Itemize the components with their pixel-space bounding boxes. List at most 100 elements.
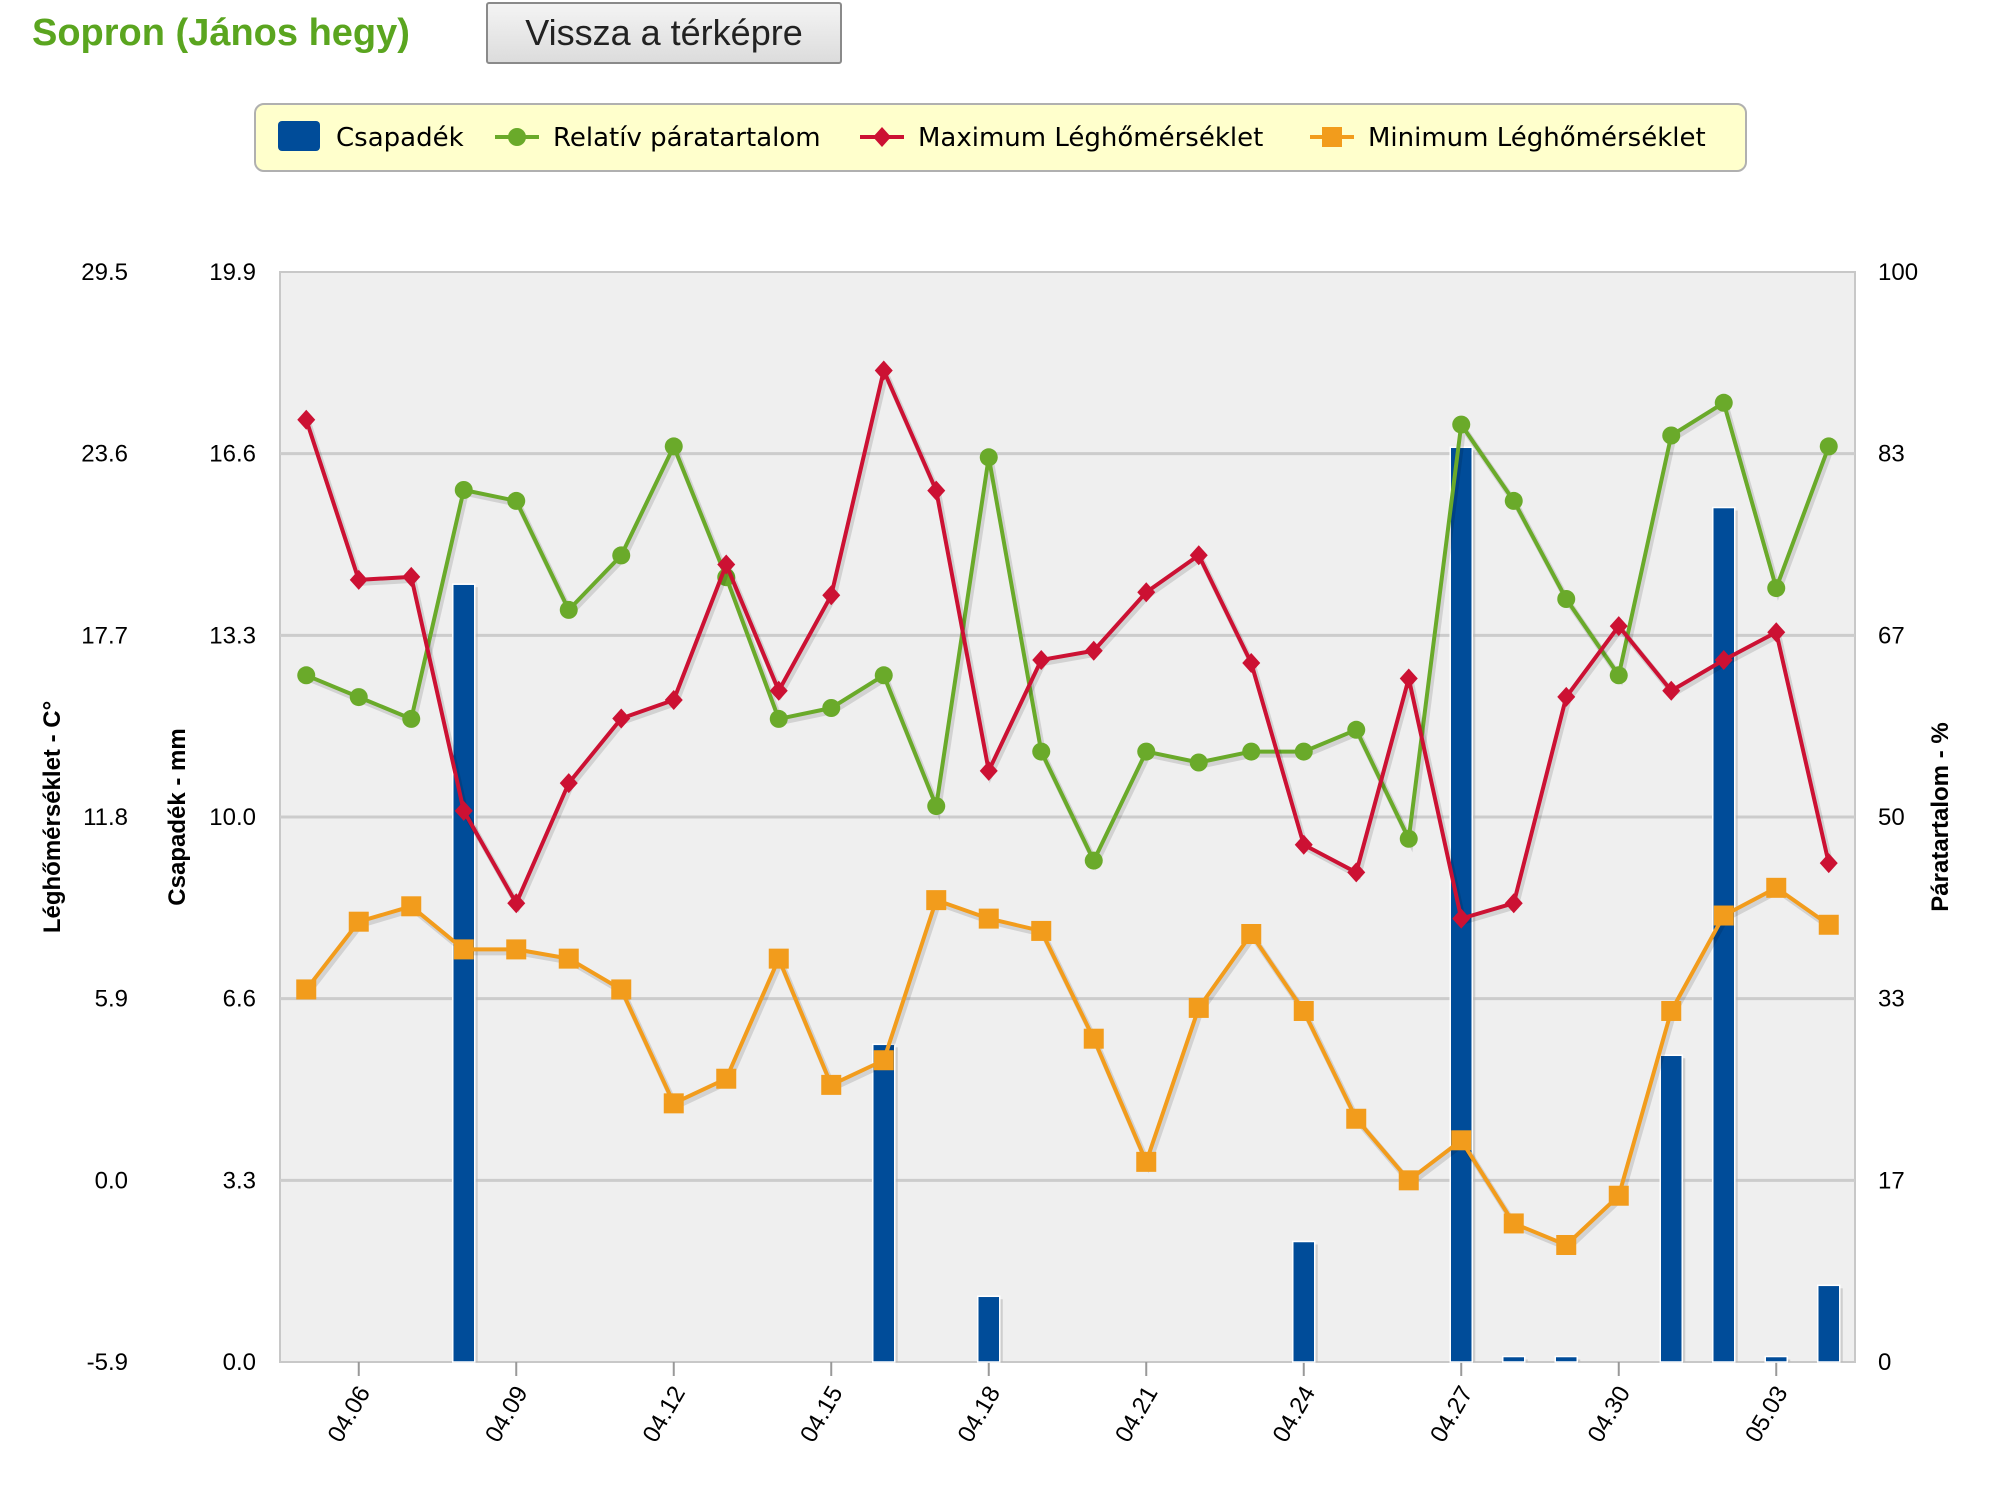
x-tick-label: 04.12 <box>638 1382 691 1448</box>
min-temp-point <box>348 911 369 932</box>
x-tick-label: 04.24 <box>1268 1382 1321 1448</box>
max-temp-point <box>1189 545 1208 566</box>
humidity-axis-label: Páratartalom - % <box>1927 722 1954 911</box>
max-temp-point <box>1662 680 1681 701</box>
x-tick-label: 04.09 <box>480 1382 533 1448</box>
legend-circle-marker <box>508 128 526 146</box>
humidity-point <box>1609 666 1628 685</box>
min-temp-point <box>1241 924 1262 945</box>
min-temp-point <box>1661 1000 1682 1021</box>
humidity-point <box>874 666 893 685</box>
legend-label: Csapadék <box>336 123 464 153</box>
precipitation-tick-label: 16.6 <box>209 441 256 468</box>
humidity-point <box>612 546 631 565</box>
max-temp-point <box>1557 686 1576 707</box>
max-temp-point <box>612 708 631 729</box>
max-temp-line-shadow <box>305 364 1834 926</box>
station-title: Sopron (János hegy) <box>32 12 410 54</box>
max-temp-point <box>717 554 736 575</box>
min-temp-point <box>1346 1108 1367 1129</box>
max-temp-point <box>1084 640 1103 661</box>
humidity-point <box>1557 590 1576 608</box>
max-temp-point <box>402 566 421 587</box>
min-temp-point <box>1556 1234 1577 1255</box>
min-temp-point <box>1031 920 1052 941</box>
humidity-point <box>507 491 526 510</box>
max-temp-point <box>1347 862 1366 883</box>
max-temp-point <box>979 760 998 781</box>
legend-item-2: Maximum Léghőmérséklet <box>860 123 1263 153</box>
legend-label: Relatív páratartalom <box>553 123 821 153</box>
humidity-point <box>1767 579 1786 598</box>
humidity-point <box>1714 393 1733 412</box>
humidity-tick-label: 33 <box>1878 986 1905 1013</box>
humidity-tick-label: 67 <box>1878 622 1905 649</box>
min-temp-point <box>611 979 632 1000</box>
legend-label: Minimum Léghőmérséklet <box>1368 123 1706 153</box>
max-temp-line <box>304 368 1831 921</box>
max-temp-point <box>1714 649 1733 670</box>
max-temp-point <box>1819 853 1838 874</box>
precipitation-tick-label: 0.0 <box>223 1349 256 1376</box>
min-temp-point <box>1766 877 1787 898</box>
min-temp-point <box>1713 905 1734 926</box>
back-to-map-button[interactable]: Vissza a térképre <box>486 2 842 64</box>
humidity-point <box>1137 742 1156 761</box>
humidity-point <box>297 666 316 685</box>
humidity-line <box>305 400 1831 863</box>
temperature-tick-label: -5.9 <box>87 1349 128 1376</box>
precipitation-tick-label: 19.9 <box>209 259 256 286</box>
legend-label: Maximum Léghőmérséklet <box>918 123 1263 153</box>
x-tick-label: 05.03 <box>1740 1382 1793 1448</box>
x-tick-label: 04.27 <box>1425 1382 1478 1448</box>
humidity-point <box>454 481 473 499</box>
max-temp-point <box>874 360 893 381</box>
humidity-tick-label: 83 <box>1878 441 1905 468</box>
humidity-point <box>1084 851 1103 870</box>
max-temp-point <box>559 773 578 794</box>
temperature-tick-label: 5.9 <box>95 986 128 1013</box>
min-temp-point <box>1293 1000 1314 1021</box>
max-temp-point <box>1504 893 1523 914</box>
humidity-point <box>1452 415 1471 434</box>
min-temp-point <box>821 1074 842 1095</box>
min-temp-point <box>558 948 579 969</box>
precipitation-bar <box>1764 1355 1788 1363</box>
temperature-tick-label: 11.8 <box>83 804 128 831</box>
humidity-tick-label: 100 <box>1878 259 1918 286</box>
humidity-point <box>559 600 578 619</box>
temperature-tick-label: 29.5 <box>81 259 128 286</box>
min-temp-point <box>1818 914 1839 935</box>
max-temp-point <box>297 409 316 430</box>
humidity-point <box>1242 742 1261 761</box>
min-temp-point <box>506 939 527 960</box>
humidity-point <box>1399 829 1418 848</box>
temperature-tick-label: 17.7 <box>81 622 128 649</box>
min-temp-point <box>401 896 422 917</box>
max-temp-point <box>1767 622 1786 643</box>
humidity-point <box>1032 742 1051 761</box>
min-temp-point <box>873 1050 894 1071</box>
precipitation-bar <box>977 1295 1001 1363</box>
x-tick-label: 04.18 <box>953 1382 1006 1448</box>
precipitation-tick-label: 6.6 <box>223 986 256 1013</box>
legend-item-1: Relatív páratartalom <box>495 123 821 153</box>
max-temp-point <box>507 893 526 914</box>
legend-item-3: Minimum Léghőmérséklet <box>1310 123 1706 153</box>
legend-item-0: Csapadék <box>278 121 464 153</box>
legend-diamond-marker <box>873 127 891 147</box>
humidity-point <box>1189 753 1208 772</box>
max-temp-point <box>454 800 473 821</box>
min-temp-point <box>926 890 947 911</box>
precipitation-axis-label: Csapadék - mm <box>164 728 191 905</box>
humidity-point <box>1347 720 1366 739</box>
min-temp-point <box>1083 1028 1104 1049</box>
precipitation-bar <box>1554 1355 1578 1363</box>
humidity-point <box>1819 437 1838 456</box>
precipitation-bar <box>872 1043 896 1363</box>
min-temp-point <box>1188 997 1209 1018</box>
min-temp-point <box>1398 1170 1419 1191</box>
temperature-tick-label: 23.6 <box>81 441 128 468</box>
max-temp-point <box>927 480 946 501</box>
